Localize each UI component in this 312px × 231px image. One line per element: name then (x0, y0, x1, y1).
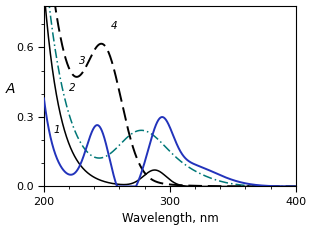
Text: 3: 3 (79, 55, 86, 66)
X-axis label: Wavelength, nm: Wavelength, nm (121, 213, 218, 225)
Text: 2: 2 (69, 83, 76, 93)
Text: 1: 1 (54, 125, 61, 135)
Y-axis label: A: A (6, 82, 15, 96)
Text: 4: 4 (111, 21, 117, 31)
